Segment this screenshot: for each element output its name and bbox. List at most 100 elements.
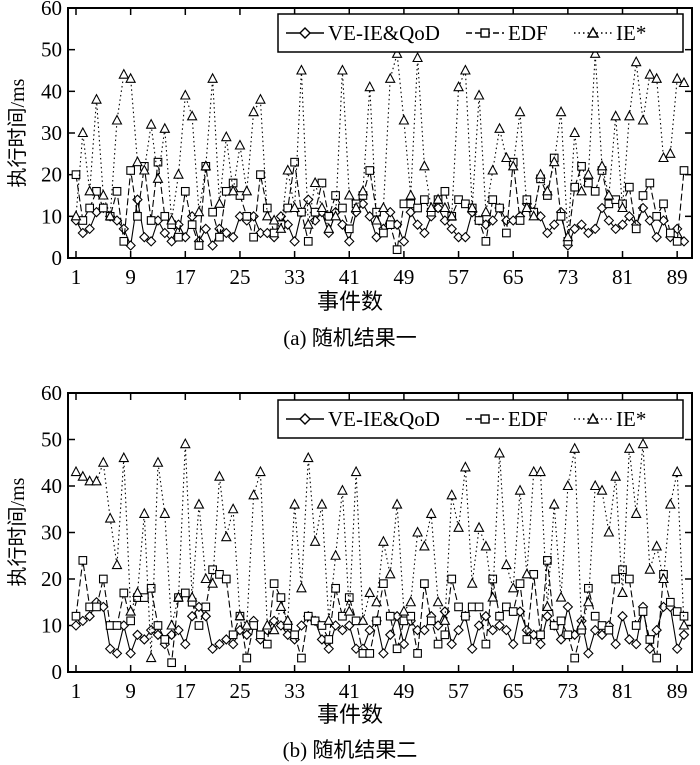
data-point-diamond bbox=[576, 219, 587, 230]
series-triangle bbox=[70, 47, 690, 242]
data-point-diamond bbox=[589, 223, 601, 235]
data-point-square bbox=[92, 602, 101, 612]
data-point-triangle bbox=[138, 164, 150, 175]
x-axis-label: 事件数 bbox=[317, 702, 383, 727]
data-point-triangle bbox=[179, 437, 191, 449]
data-point-triangle bbox=[589, 479, 601, 491]
data-point-triangle bbox=[111, 114, 123, 125]
data-point-triangle bbox=[289, 201, 301, 213]
legend-entry-ie-star: IE* bbox=[574, 21, 646, 45]
data-point-diamond bbox=[542, 227, 553, 239]
data-point-square bbox=[78, 556, 88, 565]
data-point-square bbox=[508, 607, 518, 616]
data-point-diamond bbox=[651, 231, 662, 243]
y-tick-label: 20 bbox=[41, 567, 62, 591]
data-point-diamond bbox=[159, 227, 171, 239]
data-point-triangle bbox=[323, 222, 335, 233]
data-point-square bbox=[290, 157, 299, 167]
data-point-triangle bbox=[644, 68, 656, 79]
data-point-triangle bbox=[582, 168, 594, 179]
data-point-triangle bbox=[439, 201, 451, 213]
data-point-square bbox=[194, 621, 204, 630]
data-point-diamond bbox=[145, 236, 157, 247]
data-point-triangle bbox=[125, 72, 137, 83]
legend-square-marker bbox=[480, 28, 490, 38]
data-point-square bbox=[338, 203, 347, 213]
data-point-square bbox=[631, 621, 641, 630]
data-point-diamond bbox=[419, 227, 430, 239]
data-point-square bbox=[570, 653, 580, 663]
data-point-square bbox=[461, 611, 470, 621]
data-point-diamond bbox=[77, 227, 89, 239]
data-point-square bbox=[502, 228, 511, 238]
data-point-square bbox=[556, 616, 566, 626]
data-point-triangle bbox=[521, 568, 533, 579]
data-point-diamond bbox=[227, 231, 239, 243]
data-point-square bbox=[174, 232, 183, 242]
data-point-square bbox=[379, 579, 388, 588]
data-point-diamond bbox=[180, 638, 191, 650]
y-tick-label: 60 bbox=[41, 0, 62, 20]
data-point-diamond bbox=[412, 219, 423, 230]
data-point-diamond bbox=[104, 643, 116, 655]
data-point-square bbox=[385, 220, 395, 230]
data-point-triangle bbox=[118, 68, 130, 79]
data-point-square bbox=[474, 602, 484, 612]
data-point-triangle bbox=[651, 540, 663, 551]
data-point-triangle bbox=[309, 176, 321, 188]
data-point-triangle bbox=[220, 530, 232, 542]
data-point-triangle bbox=[364, 80, 376, 92]
data-point-square bbox=[474, 216, 484, 225]
data-point-diamond bbox=[337, 624, 348, 636]
data-point-triangle bbox=[576, 185, 587, 196]
data-point-triangle bbox=[193, 205, 205, 217]
data-point-triangle bbox=[152, 456, 164, 467]
data-point-diamond bbox=[644, 643, 656, 655]
data-point-triangle bbox=[418, 540, 430, 551]
data-point-diamond bbox=[125, 648, 136, 659]
data-point-square bbox=[256, 630, 265, 640]
data-point-square bbox=[413, 649, 422, 658]
data-point-triangle bbox=[364, 586, 376, 597]
y-tick-label: 30 bbox=[41, 121, 62, 145]
data-point-diamond bbox=[309, 215, 321, 226]
data-point-square bbox=[665, 228, 675, 238]
data-point-square bbox=[570, 182, 580, 192]
data-point-triangle bbox=[316, 201, 328, 213]
x-tick-label: 25 bbox=[229, 265, 250, 289]
data-point-square bbox=[590, 611, 600, 621]
data-point-square bbox=[310, 207, 320, 217]
data-point-triangle bbox=[214, 470, 225, 481]
x-tick-label: 25 bbox=[229, 679, 250, 703]
data-point-diamond bbox=[241, 629, 253, 641]
data-point-diamond bbox=[207, 643, 218, 655]
data-point-square bbox=[208, 565, 217, 575]
x-tick-label: 41 bbox=[339, 265, 360, 289]
data-series bbox=[70, 47, 690, 255]
x-tick-label: 33 bbox=[284, 265, 305, 289]
data-point-triangle bbox=[275, 600, 287, 611]
legend-label-ie-star: IE* bbox=[616, 407, 646, 431]
data-point-diamond bbox=[378, 648, 389, 659]
legend-entry-edf: EDF bbox=[466, 407, 548, 431]
y-tick-label: 50 bbox=[41, 38, 62, 62]
data-point-triangle bbox=[207, 72, 219, 83]
data-point-triangle bbox=[398, 605, 410, 616]
data-point-triangle bbox=[152, 172, 164, 183]
data-point-square bbox=[645, 635, 655, 644]
data-point-triangle bbox=[255, 93, 266, 104]
data-point-triangle bbox=[473, 521, 485, 532]
data-point-triangle bbox=[664, 498, 676, 509]
legend-diamond-marker bbox=[299, 27, 311, 39]
data-point-triangle bbox=[541, 600, 553, 611]
legend-label-ve-ie-qod: VE-IE&QoD bbox=[328, 21, 440, 45]
data-point-diamond bbox=[453, 231, 464, 243]
data-point-square bbox=[153, 157, 163, 167]
data-point-square bbox=[310, 616, 320, 626]
data-point-square bbox=[420, 579, 429, 588]
data-point-diamond bbox=[384, 629, 396, 641]
y-tick-label: 10 bbox=[41, 204, 62, 228]
data-point-square bbox=[133, 211, 142, 221]
data-point-triangle bbox=[166, 619, 178, 630]
data-point-square bbox=[379, 228, 388, 238]
